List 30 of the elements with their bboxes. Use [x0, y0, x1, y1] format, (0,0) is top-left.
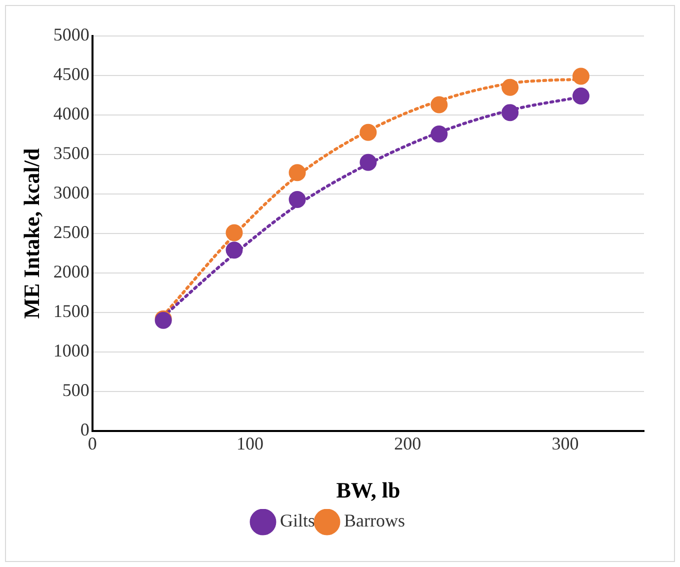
point	[430, 96, 448, 114]
y-tick-label: 3500	[53, 143, 90, 164]
x-tick-label: 100	[236, 434, 264, 454]
x-tick-label: 300	[552, 434, 579, 454]
y-tick-label: 4000	[53, 104, 90, 124]
y-tick-label: 3000	[53, 182, 90, 203]
point	[226, 224, 243, 242]
point	[288, 164, 306, 182]
y-tick-label: 1500	[53, 301, 90, 322]
point	[288, 191, 306, 208]
point	[572, 68, 590, 85]
y-tick-label: 2500	[53, 222, 90, 242]
legend-label: Gilts	[280, 510, 316, 531]
y-tick-label: 500	[62, 380, 90, 400]
y-axis-title: ME Intake, kcal/d	[18, 148, 44, 319]
y-tick-label: 5000	[53, 24, 90, 45]
x-tick-label: 200	[394, 434, 422, 454]
point	[572, 88, 590, 105]
point	[226, 242, 243, 259]
point	[502, 104, 519, 122]
point	[502, 78, 519, 96]
x-axis-title: BW, lb	[336, 477, 400, 502]
legend-label: Barrows	[344, 510, 406, 531]
y-tick-label: 0	[80, 420, 90, 440]
y-tick-label: 1000	[53, 340, 90, 361]
point	[430, 125, 448, 142]
y-tick-label: 2000	[53, 262, 90, 282]
point	[360, 124, 377, 141]
point	[360, 154, 377, 171]
y-tick-label: 4500	[53, 64, 90, 84]
